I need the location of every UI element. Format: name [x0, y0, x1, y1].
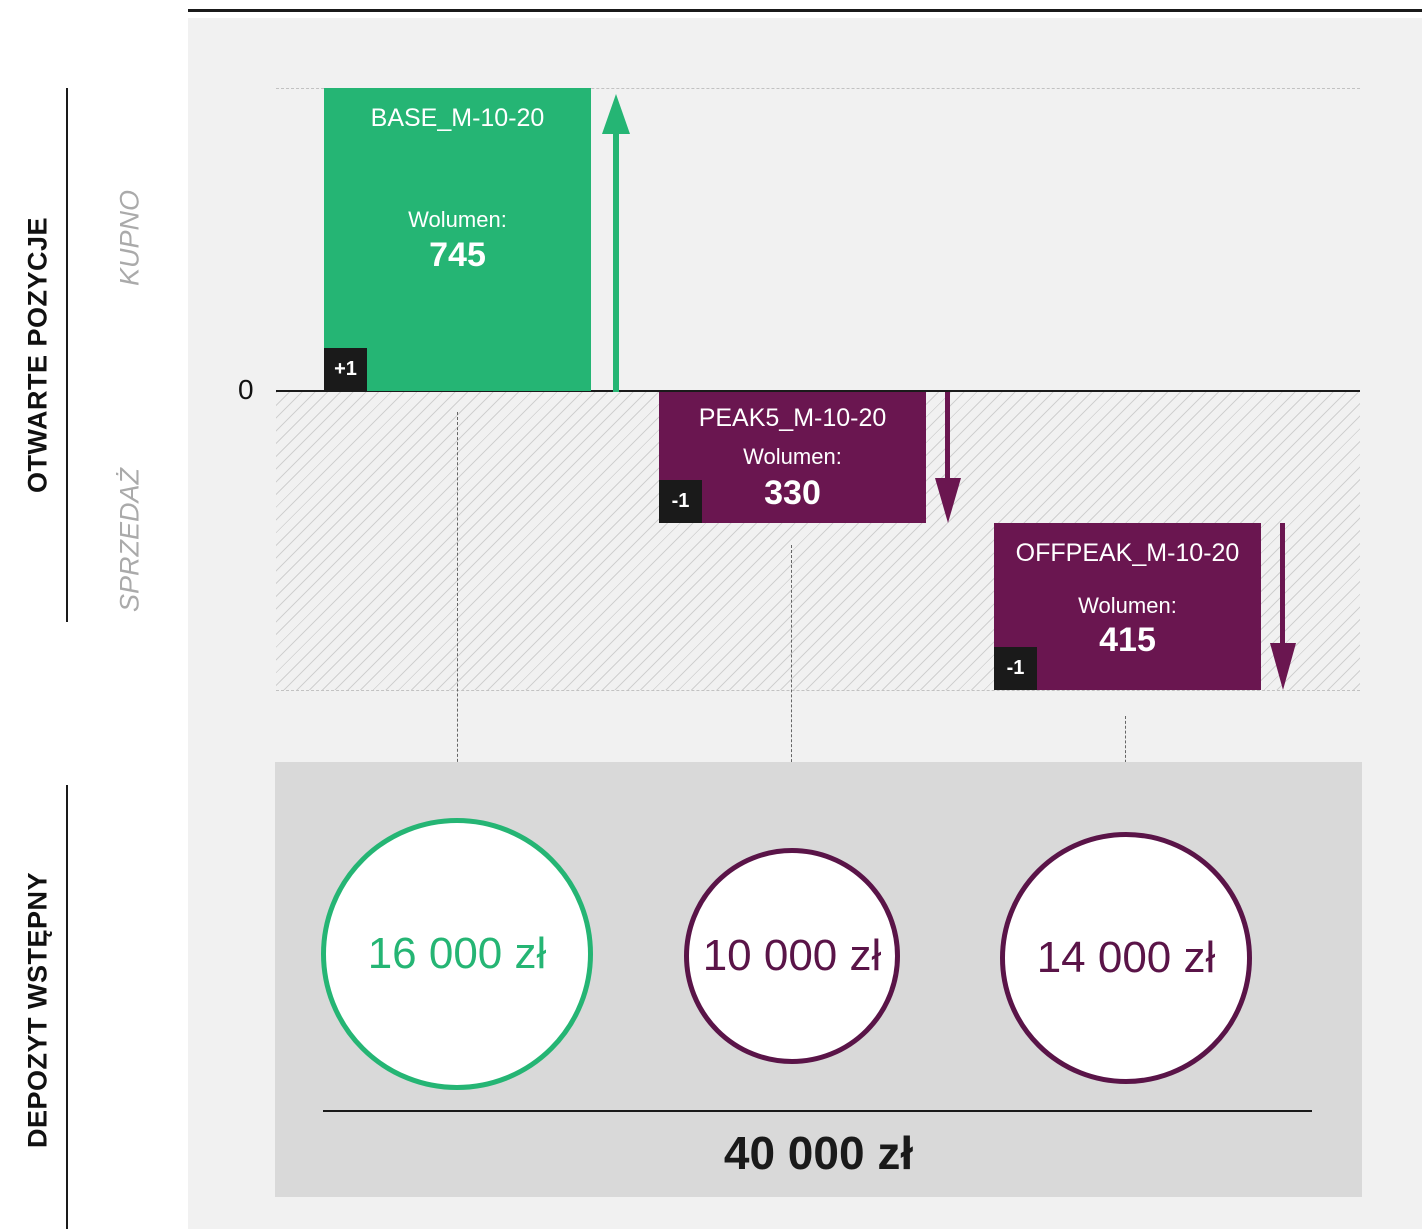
max-buy-line — [276, 88, 1360, 89]
position-name: PEAK5_M-10-20 — [698, 404, 887, 432]
zero-axis — [276, 390, 1360, 392]
volume-value: 330 — [764, 474, 821, 512]
up-arrow-icon — [602, 94, 630, 392]
open-positions-title: OTWARTE POZYCJE — [22, 216, 53, 494]
margin-circle-peak5: 10 000 zł — [684, 848, 900, 1064]
margin-value: 14 000 zł — [1036, 933, 1216, 982]
position-box-offpeak: OFFPEAK_M-10-20 Wolumen: 415 -1 — [994, 523, 1261, 690]
initial-margin-bracket — [66, 785, 68, 1229]
open-positions-bracket — [66, 88, 68, 622]
max-sell-line — [276, 690, 1360, 691]
sell-label: SPRZEDAŻ — [114, 467, 145, 613]
side-badge: +1 — [324, 348, 367, 391]
volume-label: Wolumen: — [408, 207, 507, 232]
volume-value: 745 — [429, 236, 486, 274]
margin-circle-offpeak: 14 000 zł — [1000, 832, 1252, 1084]
volume-label: Wolumen: — [743, 444, 842, 469]
initial-margin-title: DEPOZYT WSTĘPNY — [22, 871, 53, 1149]
total-divider — [323, 1110, 1312, 1112]
volume-label: Wolumen: — [1078, 593, 1177, 618]
total-margin: 40 000 zł — [723, 1127, 914, 1179]
connector-line — [1125, 716, 1126, 792]
connector-line — [457, 412, 458, 792]
top-divider — [188, 9, 1422, 12]
margin-circle-base: 16 000 zł — [321, 818, 593, 1090]
margin-value: 10 000 zł — [702, 931, 882, 980]
side-badge: -1 — [659, 480, 702, 523]
down-arrow-icon — [935, 392, 961, 523]
zero-label: 0 — [238, 374, 254, 405]
side-badge: -1 — [994, 647, 1037, 690]
down-arrow-icon — [1270, 523, 1296, 690]
buy-label: KUPNO — [114, 189, 145, 287]
position-box-base: BASE_M-10-20 Wolumen: 745 +1 — [324, 88, 591, 391]
position-box-peak5: PEAK5_M-10-20 Wolumen: 330 -1 — [659, 392, 926, 523]
connector-line — [791, 545, 792, 792]
position-name: BASE_M-10-20 — [370, 104, 545, 132]
position-name: OFFPEAK_M-10-20 — [1015, 539, 1240, 567]
margin-value: 16 000 zł — [367, 929, 547, 978]
volume-value: 415 — [1099, 621, 1156, 659]
